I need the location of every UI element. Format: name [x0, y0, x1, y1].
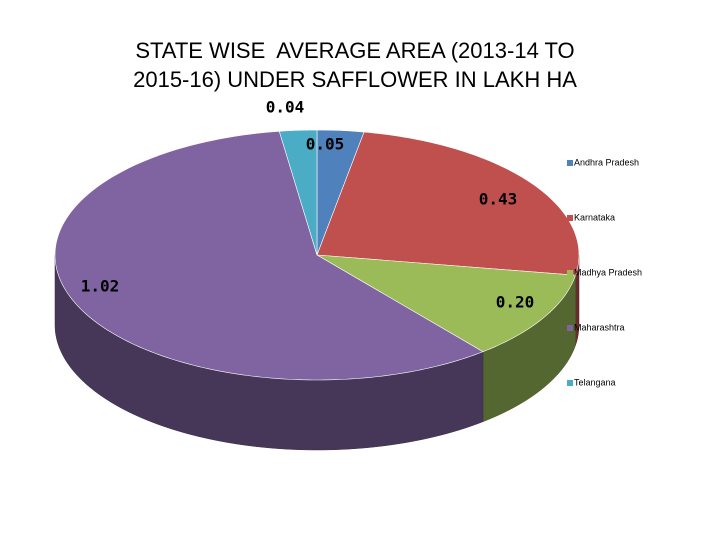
legend-swatch [567, 270, 573, 276]
slice [316, 131, 580, 276]
legend-swatch [567, 325, 573, 331]
value-label: 0.05 [306, 135, 345, 154]
legend-label: Telangana [574, 377, 616, 387]
legend-label: Maharashtra [574, 322, 625, 332]
legend-swatch [567, 160, 573, 166]
legend-label: Madhya Pradesh [574, 267, 642, 277]
slice [316, 254, 576, 353]
value-label: 0.43 [479, 190, 518, 209]
value-label: 0.20 [496, 293, 535, 312]
slice-tops [54, 129, 580, 381]
legend-swatch [567, 380, 573, 386]
slice [278, 129, 318, 256]
legend-label: Karnataka [574, 212, 615, 222]
legend-swatch [567, 215, 573, 221]
value-label: 1.02 [81, 277, 120, 296]
chart-title: STATE WISE AVERAGE AREA (2013-14 TO 2015… [133, 38, 581, 92]
slice [54, 130, 484, 381]
title-box: STATE WISE AVERAGE AREA (2013-14 TO 2015… [133, 38, 581, 92]
value-label: 0.04 [266, 98, 305, 117]
legend-label: Andhra Pradesh [574, 157, 639, 167]
